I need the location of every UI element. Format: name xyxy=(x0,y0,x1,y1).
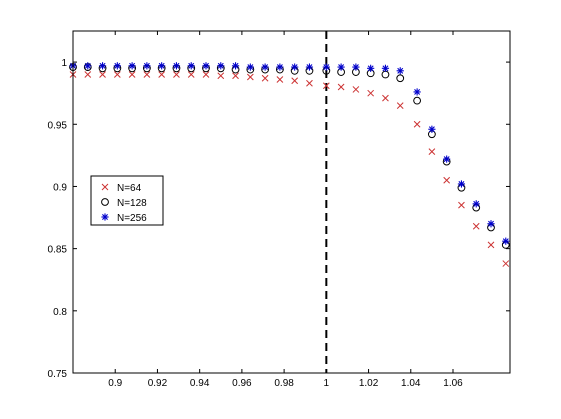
data-point-series-3 xyxy=(276,63,284,71)
data-point-series-3 xyxy=(187,62,195,70)
x-tick-label: 1.02 xyxy=(359,378,379,389)
data-point-series-3 xyxy=(231,62,240,70)
y-tick-label: 0.8 xyxy=(53,307,67,318)
data-point-series-3 xyxy=(337,63,345,71)
data-point-series-1 xyxy=(352,86,360,93)
data-point-series-3 xyxy=(98,62,107,70)
data-point-series-3 xyxy=(352,63,360,71)
data-point-series-3 xyxy=(128,62,136,70)
data-point-series-1 xyxy=(246,73,254,81)
y-tick-label: 0.95 xyxy=(48,120,68,131)
data-markers xyxy=(69,62,510,267)
data-point-series-1 xyxy=(143,71,151,78)
x-tick-label: 0.92 xyxy=(148,378,168,389)
legend-label-series-1: N=64 xyxy=(117,183,142,194)
data-point-series-3 xyxy=(457,180,466,188)
data-point-series-1 xyxy=(158,71,166,78)
legend-label-series-2: N=128 xyxy=(117,198,147,209)
data-point-series-2 xyxy=(413,96,422,105)
y-tick-label: 0.9 xyxy=(53,182,67,193)
data-point-series-1 xyxy=(217,72,225,80)
data-point-series-3 xyxy=(502,237,510,245)
data-point-series-3 xyxy=(472,200,480,208)
plot-frame xyxy=(72,30,511,374)
data-point-series-1 xyxy=(413,120,421,128)
x-tick-label: 1.04 xyxy=(401,378,421,389)
data-point-series-3 xyxy=(261,63,269,71)
legend: N=64 N=128 N=256 xyxy=(90,175,164,226)
data-point-series-3 xyxy=(84,62,92,70)
data-point-series-3 xyxy=(305,63,314,71)
axis-tick-labels: 0.9 0.92 0.94 0.96 0.98 1 1.02 1.04 1.06 0.75 0.8 0… xyxy=(48,58,464,389)
data-point-series-3 xyxy=(487,220,495,228)
data-point-series-1 xyxy=(84,71,92,78)
data-point-series-3 xyxy=(113,62,121,70)
data-point-series-1 xyxy=(276,76,284,83)
data-point-series-1 xyxy=(322,82,330,90)
x-tick-label: 0.9 xyxy=(108,378,122,389)
data-point-series-3 xyxy=(246,63,254,71)
data-point-series-1 xyxy=(232,72,239,80)
y-tick-label: 0.85 xyxy=(48,245,68,256)
data-point-series-1 xyxy=(261,74,269,82)
data-point-series-3 xyxy=(367,64,375,72)
x-tick-label: 0.94 xyxy=(190,378,210,389)
data-point-series-1 xyxy=(443,176,451,184)
data-point-series-1 xyxy=(396,102,404,109)
data-point-series-3 xyxy=(143,62,151,70)
data-point-series-1 xyxy=(128,71,136,78)
y-tick-label: 1 xyxy=(61,58,67,69)
data-point-series-1 xyxy=(458,201,465,209)
data-point-series-1 xyxy=(502,260,510,267)
data-point-series-3 xyxy=(291,63,299,71)
data-point-series-3 xyxy=(443,155,451,163)
data-point-series-1 xyxy=(291,77,299,85)
x-tick-label: 1.06 xyxy=(443,378,463,389)
data-point-series-3 xyxy=(172,62,181,70)
data-point-series-1 xyxy=(472,222,480,230)
data-point-series-1 xyxy=(487,241,495,249)
y-tick-label: 0.75 xyxy=(48,369,68,380)
data-point-series-1 xyxy=(337,83,345,91)
data-point-series-3 xyxy=(322,63,330,71)
data-point-series-2 xyxy=(396,74,405,83)
data-point-series-1 xyxy=(306,79,313,87)
legend-marker-series-3 xyxy=(101,213,109,221)
legend-label-series-3: N=256 xyxy=(117,213,147,224)
data-point-series-3 xyxy=(202,62,210,70)
data-point-series-1 xyxy=(202,71,210,78)
data-point-series-1 xyxy=(367,89,375,97)
x-tick-label: 1 xyxy=(324,378,330,389)
data-point-series-3 xyxy=(158,62,166,70)
x-tick-label: 0.98 xyxy=(274,378,294,389)
data-point-series-3 xyxy=(396,67,404,75)
data-point-series-1 xyxy=(113,71,121,78)
data-point-series-3 xyxy=(381,64,390,72)
data-point-series-1 xyxy=(382,94,389,102)
data-point-series-3 xyxy=(428,125,436,133)
data-point-series-1 xyxy=(173,71,180,78)
legend-marker-series-1 xyxy=(101,183,109,191)
x-tick-label: 0.96 xyxy=(232,378,252,389)
data-point-series-1 xyxy=(99,71,106,78)
data-point-series-1 xyxy=(428,148,436,155)
data-point-series-3 xyxy=(413,88,421,96)
legend-marker-series-2 xyxy=(101,198,109,206)
data-point-series-3 xyxy=(217,62,225,70)
data-point-series-1 xyxy=(187,71,195,78)
